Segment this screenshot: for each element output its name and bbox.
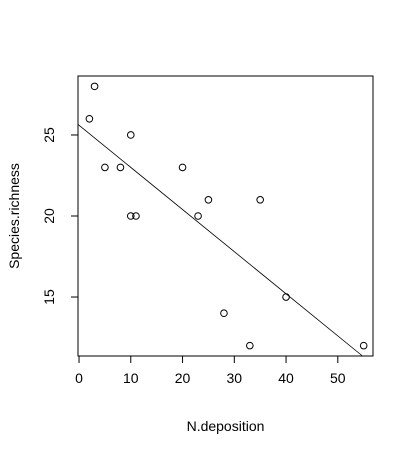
data-point (116, 163, 125, 172)
data-point (282, 293, 290, 301)
x-axis-label: N.deposition (187, 418, 265, 434)
plot-frame (77, 75, 374, 357)
data-point (256, 195, 264, 204)
x-tick-label: 30 (227, 370, 243, 386)
data-point (220, 309, 228, 318)
data-point (126, 212, 135, 220)
y-tick-label: 25 (41, 127, 57, 143)
y-tick-label: 20 (41, 208, 57, 224)
data-point (90, 82, 99, 91)
data-point (85, 114, 94, 123)
data-point (101, 163, 109, 172)
data-point (132, 212, 140, 220)
data-point (194, 212, 202, 220)
data-points (85, 82, 368, 350)
data-point (178, 163, 187, 172)
x-tick-label: 20 (175, 370, 191, 386)
x-tick-label: 40 (278, 370, 294, 386)
x-tick-label: 50 (330, 370, 346, 386)
y-tick-label: 15 (41, 289, 57, 305)
y-axis: 15 20 25 (41, 127, 79, 305)
x-tick-label: 0 (75, 370, 83, 386)
regression-line (77, 124, 363, 357)
data-point (204, 195, 213, 204)
x-axis: 0 10 20 30 40 50 (75, 355, 346, 386)
x-tick-label: 10 (123, 370, 139, 386)
data-point (246, 341, 254, 350)
y-axis-label: Species.richness (6, 163, 22, 269)
data-point (126, 131, 135, 139)
data-point (359, 341, 368, 350)
